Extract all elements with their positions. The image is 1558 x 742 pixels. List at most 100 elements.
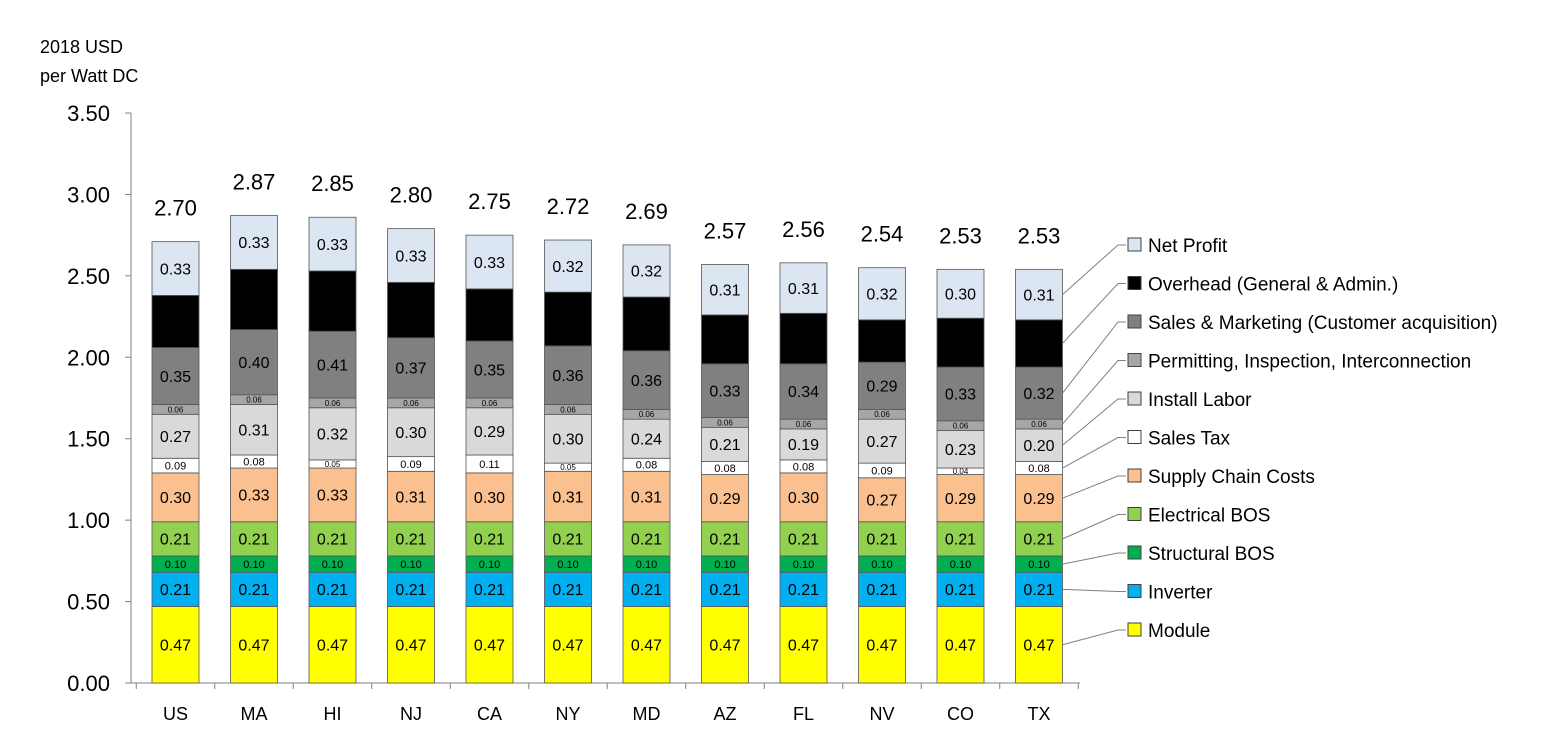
legend-label: Module: [1148, 621, 1210, 642]
y-tick-label: 3.50: [67, 101, 110, 126]
bar-segment-label: 0.21: [317, 582, 348, 599]
bar-segment-label: 0.31: [238, 423, 269, 440]
bar-segment-label: 0.06: [1031, 420, 1047, 429]
bar-segment-label: 0.31: [631, 489, 662, 506]
bar-segment: [465, 571, 514, 607]
y-axis-title: 2018 USD per Watt DC: [40, 37, 138, 86]
bar-segment-label: 0.21: [945, 582, 976, 599]
bar-segment-label: 0.08: [714, 463, 735, 475]
bar-total-label: 2.70: [154, 196, 197, 221]
bar-segment: [544, 345, 592, 405]
y-tick-label: 2.00: [67, 345, 110, 370]
legend-item: Supply Chain Costs: [1062, 467, 1315, 499]
axes: 0.00 0.50 1.00 1.50 2.00 2.50 3.00 3.50 US MA HI NJ…: [67, 101, 1080, 724]
bar-segment-label: 0.21: [160, 582, 191, 599]
bar-segment-label: 0.31: [395, 489, 426, 506]
bar-segment-label: 0.10: [1028, 559, 1049, 571]
legend-leader-line: [1062, 321, 1126, 394]
bar-segment-label: 0.33: [631, 317, 662, 334]
bar-segment-label: 0.21: [709, 532, 740, 549]
x-category-label: MD: [633, 704, 661, 724]
bar-segment-label: 0.21: [552, 582, 583, 599]
bar-segment-label: 0.08: [636, 460, 657, 472]
bar-segment-label: 0.21: [238, 582, 269, 599]
bar-segment: [936, 474, 985, 523]
bar-segment: [230, 606, 278, 684]
bar-segment-label: 0.27: [866, 493, 897, 510]
bar-segment: [308, 216, 357, 272]
bar-segment-label: 0.41: [317, 357, 348, 374]
bar-stack: 0.47 0.21 0.10 0.21 0.33 0.05 0.32 0.06 0.41 0.37…: [308, 171, 357, 684]
bar-segment-label: 0.47: [709, 637, 740, 654]
bar-segment-label: 0.40: [238, 355, 269, 372]
bar-segment-label: 0.47: [552, 637, 583, 654]
bar-total-label: 2.75: [468, 189, 511, 214]
bar-segment: [387, 407, 435, 458]
bar-segment: [936, 317, 985, 368]
bar-segment: [701, 521, 749, 557]
bar-segment: [465, 288, 514, 342]
x-category-label: FL: [793, 704, 814, 724]
bar-segment-label: 0.47: [1023, 637, 1054, 654]
legend-item: Sales Tax: [1062, 429, 1231, 469]
x-category-label: TX: [1027, 704, 1050, 724]
bar-segment: [779, 521, 828, 557]
bar-segment-label: 0.37: [238, 292, 269, 309]
bar-segment: [151, 521, 200, 557]
bar-segment-label: 0.21: [866, 582, 897, 599]
bar-segment: [387, 606, 435, 684]
bar-segment-label: 0.21: [788, 582, 819, 599]
bar-segment-label: 0.10: [479, 559, 500, 571]
bar-segment: [701, 264, 749, 316]
bar-segment: [465, 407, 514, 456]
bar-segment: [1015, 571, 1063, 607]
bar-segment-label: 0.06: [717, 418, 733, 427]
bar-segment-label: 0.10: [165, 559, 186, 571]
bar-segment: [544, 571, 592, 607]
x-category-label: NJ: [400, 704, 422, 724]
legend-leader-line: [1062, 398, 1126, 446]
y-axis-title-line-1: 2018 USD: [40, 37, 123, 57]
bar-stack: 0.47 0.21 0.10 0.21 0.31 0.08 0.24 0.06 0.36 0.33…: [622, 199, 671, 684]
bar-segment-label: 0.33: [552, 312, 583, 329]
legend-item: Structural BOS: [1062, 544, 1275, 565]
bar-segment: [858, 418, 906, 464]
bar-segment-label: 0.24: [631, 431, 662, 448]
legend-item: Permitting, Inspection, Interconnection: [1062, 352, 1471, 425]
legend-label: Structural BOS: [1148, 544, 1275, 565]
bar-segment-label: 0.06: [796, 420, 812, 429]
bar-segment-label: 0.21: [709, 437, 740, 454]
bar-segment-label: 0.30: [552, 431, 583, 448]
y-tick-label: 1.00: [67, 508, 110, 533]
bar-segment-label: 0.21: [395, 532, 426, 549]
bar-segment-label: 0.06: [325, 399, 341, 408]
bar-segment: [151, 472, 200, 523]
bar-segment: [1015, 319, 1063, 368]
bar-stack: 0.47 0.21 0.10 0.21 0.29 0.08 0.20 0.06 0.32 0.29…: [1015, 223, 1063, 684]
bar-segment: [544, 606, 592, 684]
x-category-label: AZ: [713, 704, 736, 724]
bar-segment: [308, 521, 357, 557]
bar-segment: [622, 521, 671, 557]
bar-segment: [622, 350, 671, 410]
bar-segment-label: 0.21: [552, 532, 583, 549]
x-category-label: NY: [555, 704, 580, 724]
bar-segment: [858, 361, 906, 410]
bar-segment: [936, 366, 985, 422]
bar-segment-label: 0.33: [317, 488, 348, 505]
bar-segment-label: 0.32: [474, 308, 505, 325]
bar-segment: [622, 418, 671, 459]
bar-segment: [465, 472, 514, 523]
legend-label: Inverter: [1148, 583, 1213, 604]
bar-segment: [308, 270, 357, 332]
bar-segment: [387, 571, 435, 607]
bar-segment: [936, 268, 985, 319]
bar-segment-label: 0.29: [1023, 336, 1054, 353]
bar-stack: 0.47 0.21 0.10 0.21 0.31 0.09 0.30 0.06 0.37 0.34…: [387, 183, 435, 684]
bar-segment: [1015, 606, 1063, 684]
bar-total-label: 2.72: [547, 194, 590, 219]
bar-stack: 0.47 0.21 0.10 0.21 0.29 0.08 0.21 0.06 0.33 0.30…: [701, 218, 749, 684]
bar-stack: 0.47 0.21 0.10 0.21 0.29 0.04 0.23 0.06 0.33 0.30…: [936, 223, 985, 684]
